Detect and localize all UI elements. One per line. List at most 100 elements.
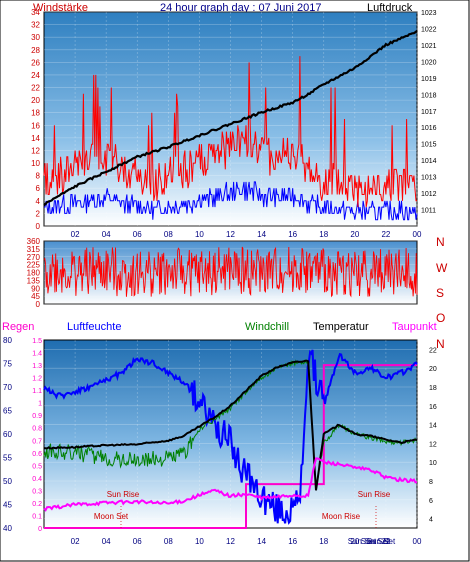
hour-tick-label: 02 [71,230,80,239]
pressure-tick-label: 1019 [421,76,437,83]
rain-tick-label: 0.8 [32,426,42,433]
direction-tick-label: 135 [27,276,41,285]
hour-tick-label: 00 [413,537,422,546]
wind-tick-label: 24 [31,71,40,80]
hour-tick-label: 22 [381,230,390,239]
hour-tick-label: 20 [350,537,359,546]
humidity-tick-label: 55 [3,454,12,463]
hour-tick-label: 22 [381,537,390,546]
hour-tick-label: 20 [350,230,359,239]
hour-tick-label: 18 [319,537,328,546]
legend-temperatur: Temperatur [313,321,369,333]
annotation-moon-set: Moon Set [94,512,129,521]
rain-tick-label: 1.5 [32,338,42,345]
legend-windchill: Windchill [245,321,289,333]
temperature-ticks: 4 6 8 10 12 14 16 18 20 22 [429,347,437,523]
direction-tick-label: 315 [27,245,41,254]
hour-tick-label: 12 [226,230,235,239]
humidity-tick-label: 50 [3,477,12,486]
dewpoint-line [43,457,418,512]
wind-tick-label: 30 [31,33,40,42]
hour-tick-label: 10 [195,230,204,239]
wind-tick-label: 22 [31,84,40,93]
compass-label: N [436,235,445,249]
humidity-tick-label: 45 [3,501,12,510]
hour-tick-label: 04 [102,230,111,239]
annotation-moon-rise: Moon Rise [322,512,361,521]
legend-regen: Regen [2,321,34,333]
annotation-sun-set: Sun Set [361,537,390,546]
pressure-tick-label: 1011 [421,208,436,215]
humidity-tick-label: 75 [3,360,12,369]
wind-tick-label: 12 [31,146,40,155]
wind-tick-label: 4 [36,197,41,206]
pressure-tick-label: 1020 [421,59,437,66]
pressure-axis-title: Luftdruck [367,2,413,14]
temperature-tick-label: 14 [429,423,437,430]
temperature-tick-label: 20 [429,366,437,373]
wind-tick-label: 10 [31,159,40,168]
annotation-sun-set: Sun Set [367,537,396,546]
hour-tick-label: 16 [288,537,297,546]
temperature-line [43,359,418,491]
temperature-tick-label: 16 [429,404,437,411]
pressure-line [43,29,418,207]
wind-tick-label: 6 [36,184,41,193]
wind-direction-marks [43,246,418,298]
hour-tick-label: 12 [226,537,235,546]
humidity-tick-label: 65 [3,407,12,416]
pressure-tick-label: 1012 [421,191,437,198]
compass-label: O [436,311,445,325]
hour-tick-label: 06 [133,537,142,546]
wind-pressure-plot-area [43,11,418,227]
hour-tick-label: 14 [257,537,266,546]
direction-tick-label: 90 [31,284,40,293]
wind-pressure-hour-ticks: 02 04 06 08 10 12 14 16 18 20 22 00 [71,230,422,239]
pressure-tick-label: 1017 [421,109,437,116]
hour-tick-label: 08 [164,537,173,546]
hour-tick-label: 00 [413,230,422,239]
pressure-tick-label: 1018 [421,92,437,99]
compass-label: W [436,261,448,275]
wind-tick-label: 28 [31,46,40,55]
legend-luftfeuchte: Luftfeuchte [67,321,121,333]
rain-tick-label: 0.5 [32,463,42,470]
climate-legend: Regen Luftfeuchte Windchill Temperatur Taupu… [2,321,437,333]
rain-ticks: 0 0.1 0.2 0.3 0.4 0.5 0.6 0.7 0.8 0.9 1 1.1 1.2 1.3 1.… [32,338,42,533]
climate-marks [43,349,418,529]
direction-tick-label: 225 [27,261,41,270]
pressure-tick-label: 1014 [421,158,437,165]
pressure-tick-label: 1023 [421,10,437,17]
wind-tick-label: 14 [31,134,40,143]
direction-tick-label: 45 [31,292,40,301]
wind-tick-label: 34 [31,8,40,17]
temperature-tick-label: 8 [429,479,433,486]
wind-band-line [44,181,418,221]
wind-pressure-grid [44,11,418,227]
compass-label: N [436,337,445,351]
wind-axis-title: Windstärke [33,2,88,14]
hour-tick-label: 14 [257,230,266,239]
wind-tick-label: 16 [31,121,40,130]
wind-tick-label: 2 [36,209,41,218]
rain-tick-label: 0.3 [32,488,42,495]
direction-tick-label: 270 [27,253,41,262]
annotation-sun-set: Sun Set [348,537,377,546]
wind-tick-label: 32 [31,21,40,30]
hour-tick-label: 06 [133,230,142,239]
compass-label: S [436,286,444,300]
pressure-tick-label: 1016 [421,125,437,132]
wind-tick-label: 8 [36,172,41,181]
chart-title: 24 hour graph day : 07 Juni 2017 [160,2,321,14]
hour-tick-label: 16 [288,230,297,239]
wind-speed-line [43,56,417,208]
temperature-tick-label: 6 [429,498,433,505]
wind-direction-line [43,246,418,298]
rain-tick-label: 0.1 [32,513,42,520]
climate-hour-ticks: 02 04 06 08 10 12 14 16 18 20 22 00 [71,537,422,546]
pressure-tick-label: 1021 [421,43,437,50]
wind-tick-label: 26 [31,58,40,67]
wind-tick-label: 20 [31,96,40,105]
